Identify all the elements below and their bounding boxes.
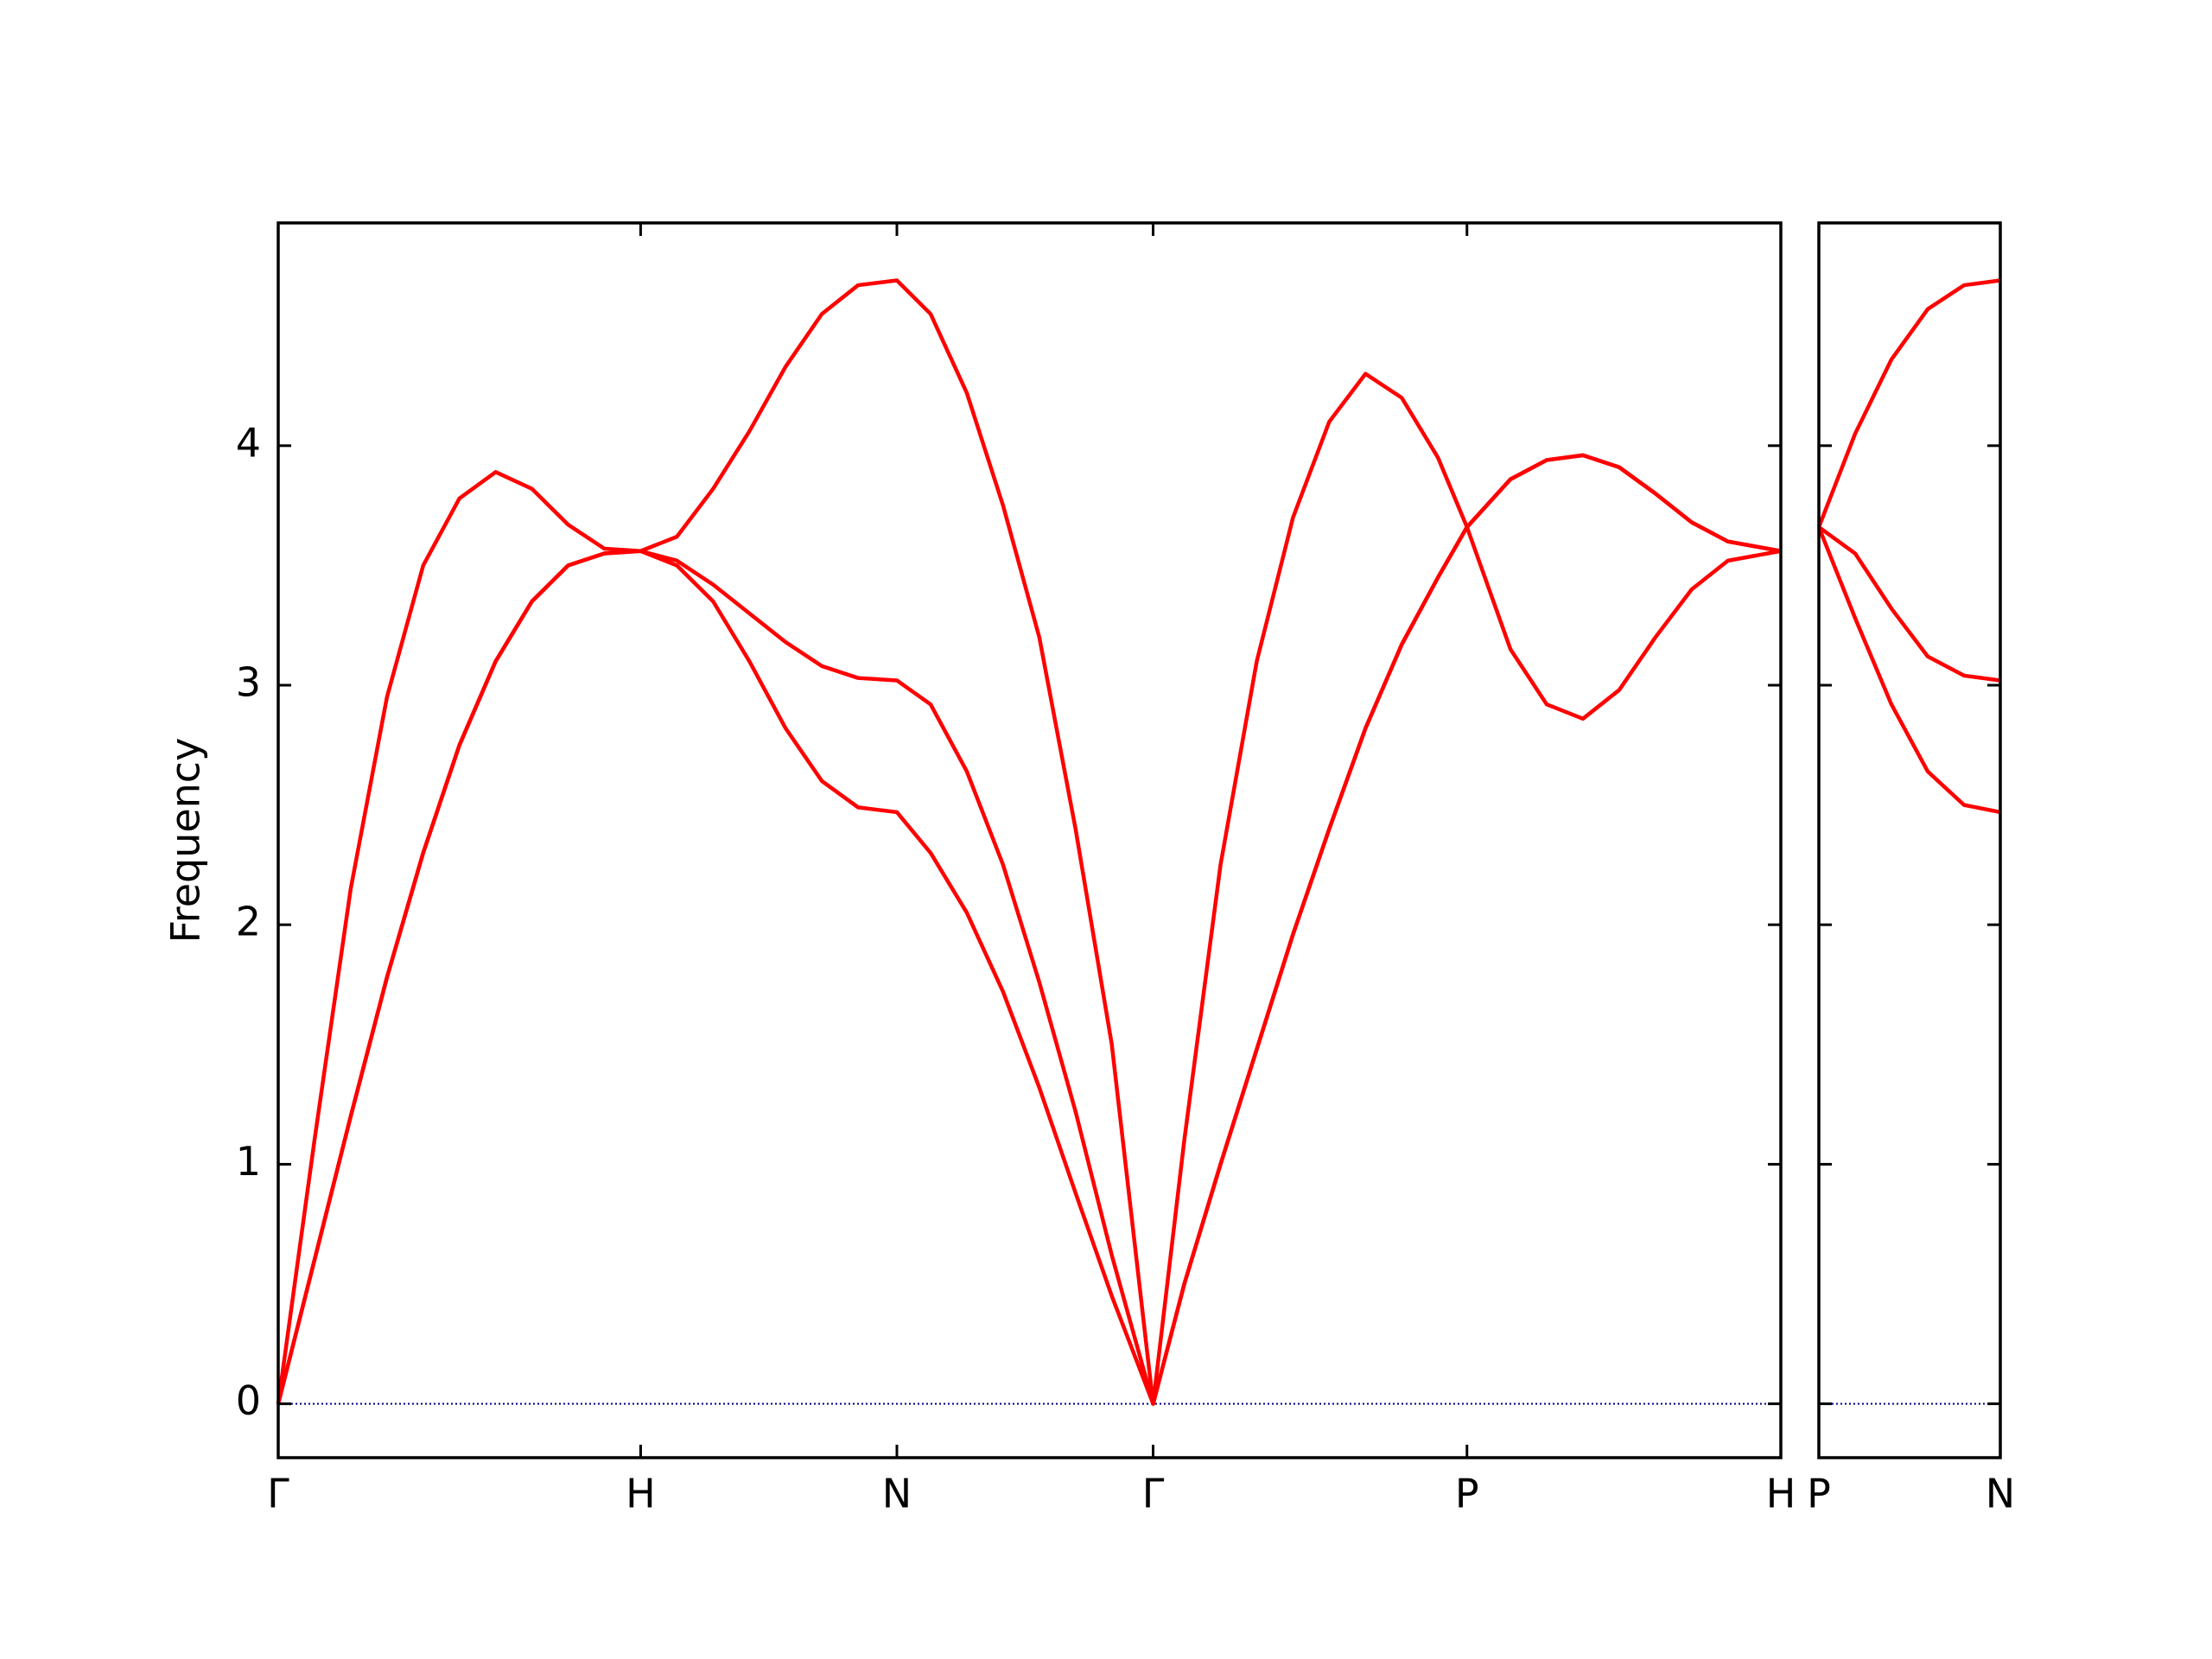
y-axis-label: Frequency [162,738,209,944]
band-line [1817,525,2001,683]
plot-frame [276,221,1783,1459]
x-tick-label: H [626,1471,656,1517]
band-line [276,524,1782,1406]
x-tick-label: N [1986,1471,2015,1517]
y-tick-label: 4 [236,419,261,466]
band-line [276,278,1782,1406]
x-tick-label: H [1766,1471,1796,1517]
x-tick-label: Γ [1142,1471,1165,1517]
x-tick-label: N [882,1471,912,1517]
band-line [1816,526,2001,815]
y-tick-label: 0 [236,1377,261,1424]
x-tick-label: P [1455,1471,1479,1517]
x-tick-label: Γ [267,1471,289,1517]
y-tick-label: 1 [236,1138,261,1185]
x-tick-label: P [1807,1471,1831,1517]
y-tick-label: 2 [236,899,261,945]
band-line [1816,278,2001,528]
y-tick-label: 3 [236,659,261,706]
plot-frame [1817,221,2002,1459]
